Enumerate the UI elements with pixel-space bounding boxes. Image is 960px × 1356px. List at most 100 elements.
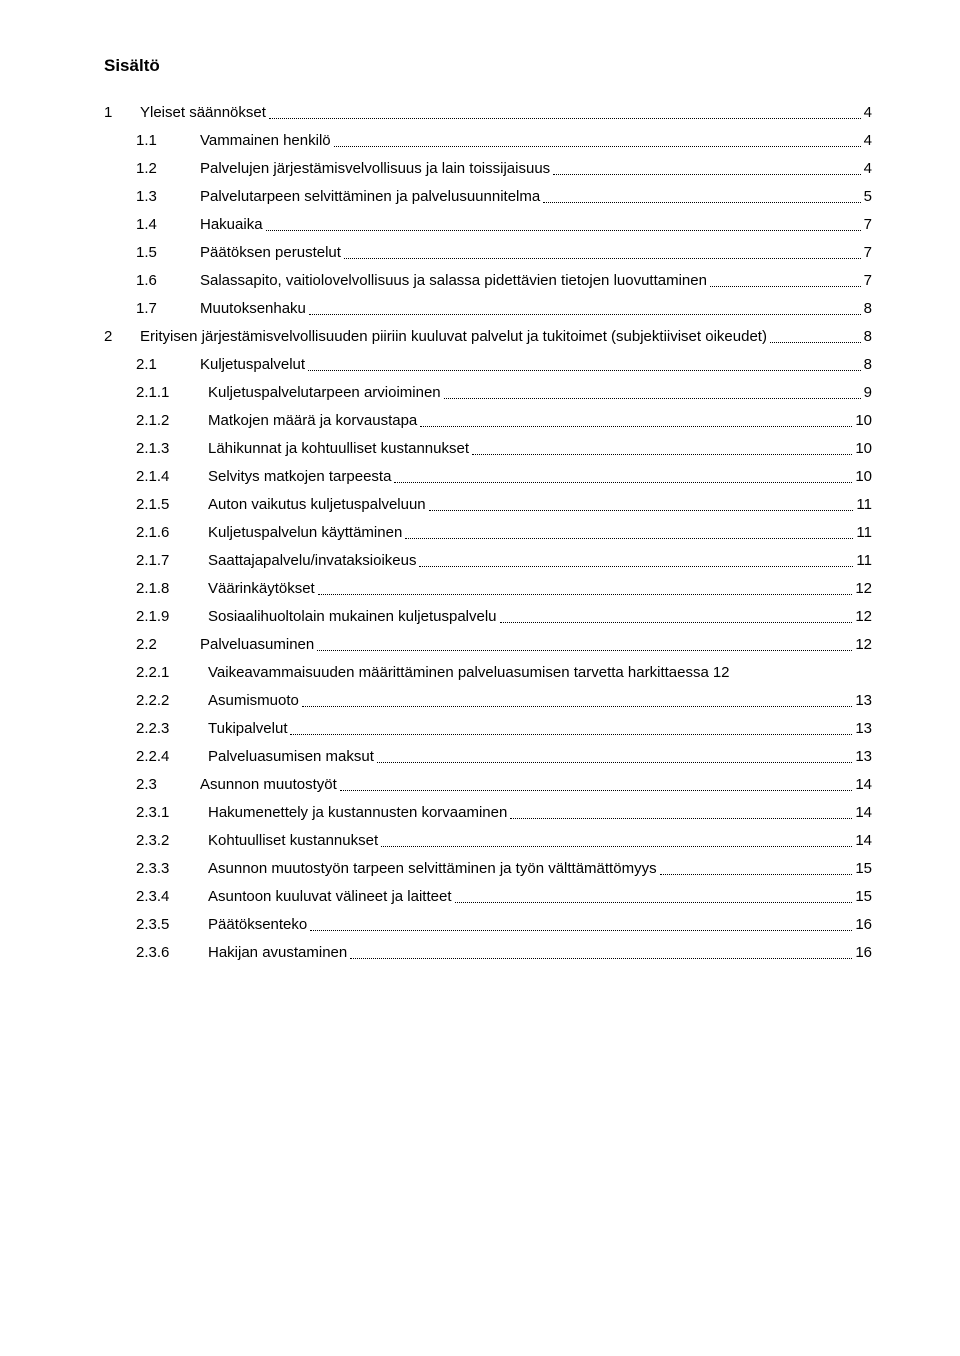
toc-entry-number: 2.1.1 [136, 384, 192, 402]
toc-dots [310, 930, 852, 931]
toc-entry[interactable]: 2.3.1Hakumenettely ja kustannusten korva… [136, 804, 872, 822]
toc-dots [543, 202, 860, 203]
toc-entry[interactable]: 2.2.2Asumismuoto13 [136, 692, 872, 710]
toc-dots [429, 510, 854, 511]
toc-entry-number: 1.7 [136, 300, 184, 318]
toc-entry-page: 7 [864, 272, 872, 290]
toc-entry-label: Kohtuulliset kustannukset [208, 832, 378, 850]
toc-entry[interactable]: 1Yleiset säännökset4 [104, 104, 872, 122]
toc-dots [350, 958, 852, 959]
toc-entry[interactable]: 2.1.8 Väärinkäytökset 12 [136, 580, 872, 598]
toc-entry-label: Päätöksen perustelut [200, 244, 341, 262]
toc-entry-number: 2 [104, 328, 122, 346]
toc-entry-number: 2.1.8 [136, 580, 192, 598]
toc-entry[interactable]: 1.4Hakuaika7 [136, 216, 872, 234]
toc-entry[interactable]: 2.1.4Selvitys matkojen tarpeesta10 [136, 468, 872, 486]
toc-entry-label: Matkojen määrä ja korvaustapa [208, 412, 417, 430]
toc-dots [334, 146, 861, 147]
toc-entry-label: Sosiaalihuoltolain mukainen kuljetuspalv… [208, 608, 497, 626]
document-page: Sisältö 1Yleiset säännökset41.1Vammainen… [0, 0, 960, 1028]
toc-entry[interactable]: 2Erityisen järjestämisvelvollisuuden pii… [104, 328, 872, 346]
toc-entry[interactable]: 1.6Salassapito, vaitiolovelvollisuus ja … [136, 272, 872, 290]
toc-entry-page: 13 [855, 720, 872, 738]
toc-entry-number: 1.4 [136, 216, 184, 234]
toc-entry-page: 14 [855, 832, 872, 850]
toc-entry-number: 2.3.1 [136, 804, 192, 822]
toc-entry[interactable]: 2.1.9Sosiaalihuoltolain mukainen kuljetu… [136, 608, 872, 626]
toc-entry-number: 1.3 [136, 188, 184, 206]
toc-entry-page: 9 [864, 384, 872, 402]
toc-entry-number: 2.1.6 [136, 524, 192, 542]
toc-entry[interactable]: 1.3 Palvelutarpeen selvittäminen ja palve… [136, 188, 872, 206]
toc-dots [394, 482, 852, 483]
toc-entry[interactable]: 1.5 Päätöksen perustelut 7 [136, 244, 872, 262]
toc-entry[interactable]: 1.1Vammainen henkilö4 [136, 132, 872, 150]
toc-entry-page: 15 [855, 860, 872, 878]
toc-entry-content: 2Erityisen järjestämisvelvollisuuden pii… [104, 328, 872, 346]
toc-dots [340, 790, 853, 791]
toc-entry-page: 7 [864, 244, 872, 262]
toc-entry-number: 2.1.5 [136, 496, 192, 514]
toc-dots [302, 706, 852, 707]
toc-entry-page: 4 [864, 132, 872, 150]
toc-entry[interactable]: 1.2Palvelujen järjestämisvelvollisuus ja… [136, 160, 872, 178]
toc-dots [444, 398, 861, 399]
toc-entry-page: 13 [855, 748, 872, 766]
toc-entry[interactable]: 2.1.5Auton vaikutus kuljetuspalveluun11 [136, 496, 872, 514]
toc-entry-page: 8 [864, 300, 872, 318]
toc-entry[interactable]: 2.3.5Päätöksenteko16 [136, 916, 872, 934]
toc-dots [318, 594, 853, 595]
toc-entry-page: 12 [855, 580, 872, 598]
toc-dots [290, 734, 852, 735]
toc-entry[interactable]: 2.3Asunnon muutostyöt14 [136, 776, 872, 794]
toc-entry-number: 2.1.3 [136, 440, 192, 458]
toc-entry-page: 13 [855, 692, 872, 710]
toc-entry[interactable]: 2.1.1Kuljetuspalvelutarpeen arvioiminen9 [136, 384, 872, 402]
toc-dots [455, 902, 853, 903]
toc-entry-label: Vaikeavammaisuuden määrittäminen palvelu… [208, 664, 709, 682]
toc-entry-number: 1.5 [136, 244, 184, 262]
toc-entry-page: 10 [855, 412, 872, 430]
toc-dots [472, 454, 852, 455]
toc-entry[interactable]: 2.1Kuljetuspalvelut8 [136, 356, 872, 374]
toc-entry[interactable]: 2.2.3Tukipalvelut13 [136, 720, 872, 738]
toc-entry[interactable]: 2.2.1 Vaikeavammaisuuden määrittäminen pa… [136, 664, 872, 682]
toc-entry-page: 12 [855, 608, 872, 626]
toc-entry-label: Palveluasumisen maksut [208, 748, 374, 766]
table-of-contents: 1Yleiset säännökset4 1.1Vammainen henkilö… [104, 104, 872, 962]
toc-entry-number: 2.2.1 [136, 664, 192, 682]
toc-entry-label: Hakuaika [200, 216, 263, 234]
toc-entry-number: 2.2.4 [136, 748, 192, 766]
toc-entry[interactable]: 2.3.2Kohtuulliset kustannukset14 [136, 832, 872, 850]
toc-entry[interactable]: 2.3.6Hakijan avustaminen16 [136, 944, 872, 962]
toc-entry-page: 8 [864, 328, 872, 346]
toc-entry[interactable]: 2.1.6Kuljetuspalvelun käyttäminen11 [136, 524, 872, 542]
toc-dots [419, 566, 853, 567]
toc-entry-number: 1.6 [136, 272, 184, 290]
toc-entry[interactable]: 2.3.4Asuntoon kuuluvat välineet ja laitt… [136, 888, 872, 906]
toc-entry-label: Väärinkäytökset [208, 580, 315, 598]
toc-entry-label: Palvelutarpeen selvittäminen ja palvelus… [200, 188, 540, 206]
toc-entry[interactable]: 2.2.4 Palveluasumisen maksut 13 [136, 748, 872, 766]
toc-entry-number: 2.1.2 [136, 412, 192, 430]
toc-entry-page: 12 [713, 664, 730, 682]
toc-dots [770, 342, 861, 343]
toc-entry-number: 2.1.4 [136, 468, 192, 486]
toc-entry[interactable]: 2.1.7Saattajapalvelu/invataksioikeus11 [136, 552, 872, 570]
toc-dots [308, 370, 861, 371]
toc-entry[interactable]: 1.7Muutoksenhaku8 [136, 300, 872, 318]
toc-dots [660, 874, 853, 875]
toc-entry[interactable]: 2.2Palveluasuminen12 [136, 636, 872, 654]
toc-dots [377, 762, 852, 763]
toc-entry-label: Asumismuoto [208, 692, 299, 710]
toc-entry-label: Lähikunnat ja kohtuulliset kustannukset [208, 440, 469, 458]
toc-entry[interactable]: 2.1.3 Lähikunnat ja kohtuulliset kustannu… [136, 440, 872, 458]
toc-entry-number: 2.3.4 [136, 888, 192, 906]
toc-entry[interactable]: 2.3.3Asunnon muutostyön tarpeen selvittä… [136, 860, 872, 878]
toc-entry[interactable]: 2.1.2 Matkojen määrä ja korvaustapa 10 [136, 412, 872, 430]
toc-dots [405, 538, 853, 539]
toc-entry-page: 4 [864, 160, 872, 178]
toc-entry-label: Palvelujen järjestämisvelvollisuus ja la… [200, 160, 550, 178]
toc-dots [309, 314, 861, 315]
toc-entry-label: Auton vaikutus kuljetuspalveluun [208, 496, 426, 514]
